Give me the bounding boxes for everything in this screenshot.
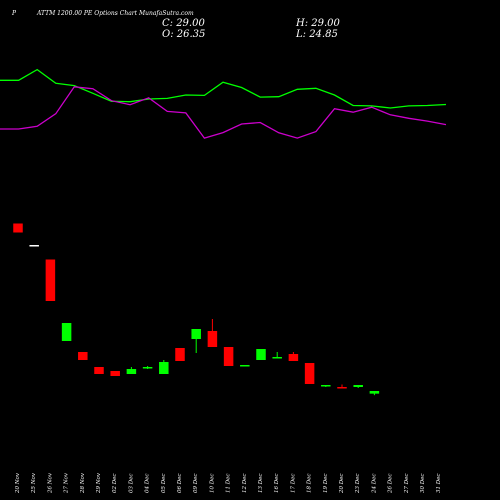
candle-23-dec (353, 385, 363, 388)
high-value: H: 29.00 (296, 18, 340, 29)
candle-20-dec (337, 384, 347, 389)
candle-12-dec (240, 365, 250, 367)
candle-13-dec (256, 349, 266, 360)
x-tick-label: 28 Nov (80, 472, 86, 494)
x-tick-label: 27 Dec (404, 474, 410, 495)
candle-28-nov (78, 352, 88, 360)
candle-body (159, 362, 169, 374)
candle-19-dec (321, 385, 331, 387)
x-tick-label: 09 Dec (193, 474, 199, 494)
candle-29-nov (94, 367, 104, 374)
candle-body (321, 385, 331, 387)
indicator-lines (0, 68, 447, 139)
x-tick-label: 11 Dec (226, 474, 232, 494)
x-tick-label: 03 Dec (128, 474, 134, 494)
candle-body (126, 369, 137, 374)
candle-body (288, 354, 299, 361)
x-tick-label: 05 Dec (161, 474, 167, 494)
candle-body (45, 259, 56, 301)
candle-24-dec (369, 391, 380, 396)
candle-body (240, 365, 250, 367)
candle-26-nov (45, 259, 56, 301)
candle-body (13, 223, 23, 233)
candle-20-nov (13, 223, 23, 233)
x-tick-label: 20 Nov (15, 472, 21, 494)
candle-body (207, 331, 218, 347)
x-tick-label: 29 Nov (96, 472, 102, 494)
x-tick-label: 10 Dec (209, 474, 215, 494)
candle-16-dec (272, 352, 282, 359)
candle-body (256, 349, 266, 360)
candle-06-dec (175, 348, 185, 361)
x-tick-label: 24 Dec (371, 474, 377, 495)
x-tick-label: 26 Nov (47, 472, 53, 494)
candle-27-nov (61, 323, 72, 341)
candle-02-dec (110, 371, 120, 376)
x-tick-label: 27 Nov (64, 472, 70, 494)
candle-body (110, 371, 120, 376)
x-tick-label: 23 Dec (355, 474, 361, 495)
candle-11-dec (223, 347, 234, 366)
x-tick-label: 12 Dec (242, 474, 248, 494)
upper-indicator-line (0, 68, 447, 109)
candle-body (29, 245, 39, 247)
x-tick-label: 04 Dec (145, 474, 151, 494)
x-tick-label: 02 Dec (112, 474, 118, 494)
candle-body (61, 323, 72, 341)
candle-17-dec (288, 352, 299, 361)
x-tick-label: 30 Dec (420, 474, 426, 494)
candle-body (191, 329, 201, 339)
x-tick-label: 17 Dec (290, 474, 296, 494)
candle-03-dec (126, 367, 137, 374)
candle-body (78, 352, 88, 360)
open-value: O: 26.35 (162, 29, 206, 40)
candle-09-dec (191, 329, 201, 353)
close-value: C: 29.00 (162, 18, 205, 29)
chart-symbol: P (12, 10, 17, 17)
lower-indicator-line (0, 86, 447, 139)
candle-body (94, 367, 104, 374)
candle-body (272, 357, 282, 359)
candle-05-dec (159, 360, 169, 374)
x-tick-label: 18 Dec (307, 474, 313, 494)
candle-body (369, 391, 380, 394)
candle-18-dec (304, 363, 315, 384)
low-value: L: 24.85 (296, 29, 338, 40)
x-tick-label: 20 Dec (339, 474, 345, 495)
candle-body (223, 347, 234, 366)
x-tick-label: 26 Dec (388, 474, 394, 495)
x-tick-label: 25 Nov (31, 472, 37, 494)
x-tick-label: 06 Dec (177, 474, 183, 494)
x-tick-label: 31 Dec (436, 474, 442, 494)
candle-10-dec (207, 319, 218, 347)
candlesticks (13, 223, 380, 396)
candle-25-nov (29, 245, 39, 247)
candle-body (142, 367, 153, 369)
candle-04-dec (142, 366, 153, 369)
x-tick-label: 16 Dec (274, 474, 280, 494)
candle-body (175, 348, 185, 361)
candle-body (353, 385, 363, 387)
candle-body (304, 363, 315, 384)
chart-title: ATTM 1200.00 PE Options Chart MunafaSutr… (37, 10, 194, 17)
x-tick-label: 19 Dec (323, 474, 329, 494)
x-tick-label: 13 Dec (258, 474, 264, 494)
x-axis-tick-labels: 20 Nov 25 Nov 26 Nov 27 Nov 28 Nov 29 Nov 02 D… (15, 472, 442, 494)
candle-body (337, 387, 347, 389)
